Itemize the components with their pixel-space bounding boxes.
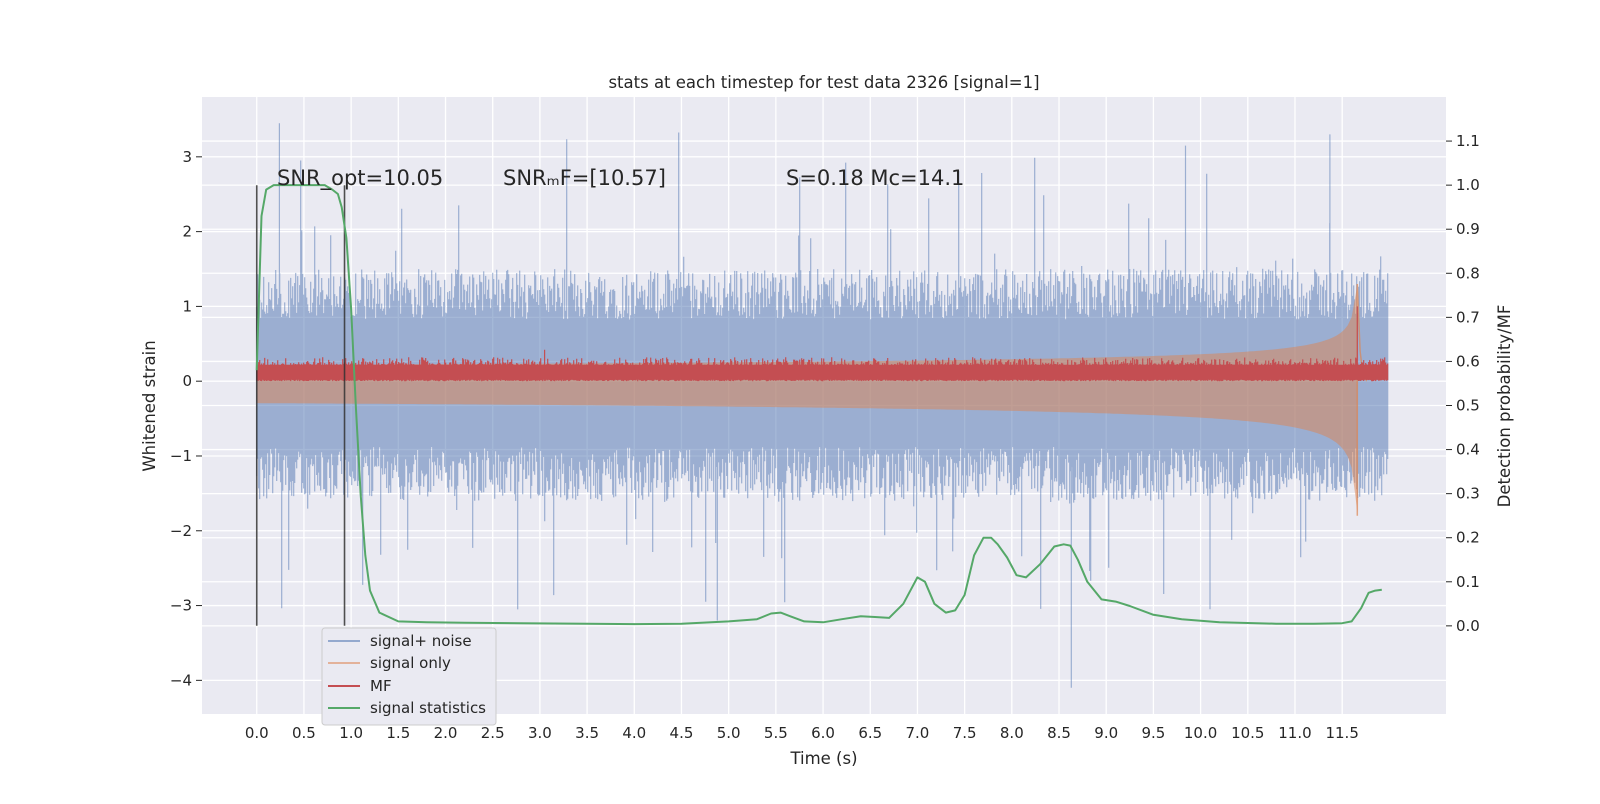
signal-statistics-series — [255, 184, 1382, 626]
signal-statistics-line — [255, 184, 1382, 626]
vertical-lines — [255, 185, 346, 626]
y2-tick-label: 0.6 — [1456, 352, 1480, 370]
y2-tick-label: 0.2 — [1456, 529, 1480, 547]
y2-tick-label: 1.1 — [1456, 132, 1480, 150]
y2-tick-label: 0.5 — [1456, 397, 1480, 415]
x-tick-label: 9.5 — [1141, 724, 1165, 742]
legend-box — [321, 627, 497, 726]
y2-tick-label: 1.0 — [1456, 176, 1480, 194]
y2-tick-label: 0.3 — [1456, 485, 1480, 503]
legend: signal+ noise signal only MF signal stat… — [321, 627, 497, 726]
x-tick-label: 8.0 — [1000, 724, 1024, 742]
x-ticks: 0.0 0.5 1.0 1.5 2.0 2.5 3.0 3.5 4.0 4.5 5.0 5.5 6.0 6… — [245, 724, 1359, 742]
y2-tick-label: 0.9 — [1456, 220, 1480, 238]
x-tick-label: 3.0 — [528, 724, 552, 742]
annotation-snr-mf: SNRₘF=[10.57] — [503, 166, 666, 190]
y-tick-label: 0 — [182, 372, 192, 390]
x-tick-label: 9.0 — [1094, 724, 1118, 742]
y-axis-label: Whitened strain — [140, 340, 159, 471]
y2-tick-label: 0.1 — [1456, 573, 1480, 591]
annotation-snr-opt: SNR_opt=10.05 — [277, 166, 443, 191]
y-tick-label: −2 — [170, 522, 192, 540]
x-tick-label: 11.0 — [1278, 724, 1311, 742]
x-tick-label: 0.0 — [245, 724, 269, 742]
x-tick-label: 3.5 — [575, 724, 599, 742]
x-tick-label: 5.5 — [764, 724, 788, 742]
x-tick-label: 7.0 — [906, 724, 930, 742]
x-tick-label: 4.5 — [670, 724, 694, 742]
x-tick-label: 1.0 — [339, 724, 363, 742]
x-tick-label: 1.5 — [386, 724, 410, 742]
y2-tick-label: 0.7 — [1456, 308, 1480, 326]
y-tick-label: 3 — [182, 148, 192, 166]
y-tick-label: 2 — [182, 223, 192, 241]
x-tick-label: 6.0 — [811, 724, 835, 742]
y2-ticks: 0.0 0.1 0.2 0.3 0.4 0.5 0.6 0.7 0.8 0.9 1.0 1.1 — [1446, 132, 1480, 635]
x-tick-label: 0.5 — [292, 724, 316, 742]
y2-tick-label: 0.8 — [1456, 264, 1480, 282]
y2-axis-label: Detection probability/MF — [1495, 305, 1514, 508]
x-tick-label: 4.0 — [622, 724, 646, 742]
legend-label-signal-statistics: signal statistics — [370, 699, 486, 717]
legend-label-signal-noise: signal+ noise — [370, 632, 472, 650]
x-tick-label: 10.0 — [1184, 724, 1217, 742]
legend-label-mf: MF — [370, 677, 392, 695]
legend-label-signal-only: signal only — [370, 654, 451, 672]
y-tick-label: −4 — [170, 671, 192, 689]
y2-tick-label: 0.0 — [1456, 617, 1480, 635]
x-tick-label: 6.5 — [858, 724, 882, 742]
x-tick-label: 2.0 — [434, 724, 458, 742]
x-tick-label: 10.5 — [1231, 724, 1264, 742]
y-ticks: −4 −3 −2 −1 0 1 2 3 — [170, 148, 202, 689]
x-tick-label: 7.5 — [953, 724, 977, 742]
signal-only-fill — [256, 284, 1358, 513]
y2-tick-label: 0.4 — [1456, 441, 1480, 459]
x-tick-label: 8.5 — [1047, 724, 1071, 742]
annotation-s-mc: S=0.18 Mc=14.1 — [786, 166, 964, 190]
chart-title: stats at each timestep for test data 232… — [608, 73, 1039, 92]
x-tick-label: 2.5 — [481, 724, 505, 742]
x-tick-label: 11.5 — [1325, 724, 1358, 742]
y-tick-label: 1 — [182, 297, 192, 315]
x-tick-label: 5.0 — [717, 724, 741, 742]
y-tick-label: −1 — [170, 447, 192, 465]
y-tick-label: −3 — [170, 597, 192, 615]
x-axis-label: Time (s) — [789, 749, 857, 768]
